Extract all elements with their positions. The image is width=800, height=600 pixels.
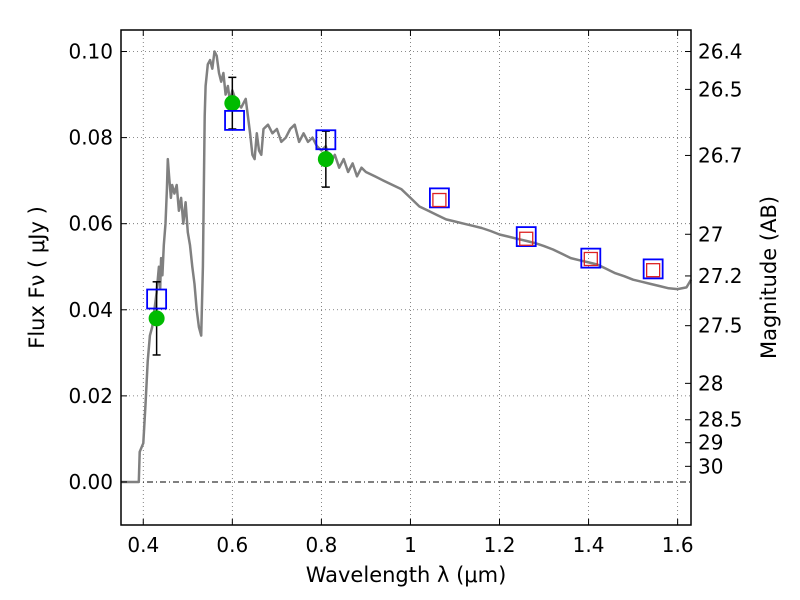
y-tick-label: 0.04 [68,298,113,322]
x-axis-ticks: 0.4 0.6 0.8 1 1.2 1.4 1.6 [127,30,694,557]
magnitude-tick-label: 26.4 [698,40,743,64]
y-axis-title: Flux Fν ( μJy ) [25,206,49,349]
x-axis-title: Wavelength λ (μm) [306,563,507,587]
synthetic-flux-square [645,263,661,278]
magnitude-tick-label: 26.5 [698,77,743,101]
x-tick-label: 1.4 [573,533,605,557]
model-flux-square [224,109,245,131]
x-tick-label: 0.6 [216,533,248,557]
y-tick-label: 0.08 [68,126,113,150]
x-tick-label: 1.2 [484,533,516,557]
model-flux-square [642,258,664,280]
magnitude-tick-label: 27 [698,222,723,246]
x-tick-label: 0.4 [127,533,159,557]
model-flux-square [515,226,537,248]
magnitude-tick-label: 27.5 [698,314,743,338]
grid [121,30,691,525]
magnitude-tick-label: 29 [698,431,723,455]
photometry-point [317,151,334,168]
model-flux-square [315,129,337,151]
magnitude-tick-label: 27.2 [698,264,743,288]
data-series [121,50,693,484]
model-spectrum-line [121,50,693,484]
y-tick-label: 0.00 [68,470,113,494]
magnitude-tick-label: 26.7 [698,143,743,167]
magnitude-axis-title: Magnitude (AB) [757,196,781,359]
model-flux-square [146,288,168,310]
synthetic-flux-square [432,192,447,208]
model-flux-square [580,247,602,269]
y-axis-ticks: 0.00 0.02 0.04 0.06 0.08 0.10 [68,40,127,494]
magnitude-tick-label: 30 [698,454,723,478]
y-tick-label: 0.02 [68,384,113,408]
x-tick-label: 1.6 [662,533,694,557]
y-tick-label: 0.10 [68,40,113,64]
plot-frame [120,29,692,526]
y-tick-label: 0.06 [68,212,113,236]
magnitude-tick-label: 28.5 [698,408,743,432]
photometry-point [224,95,241,112]
x-tick-label: 1 [404,533,417,557]
synthetic-flux-square [519,231,534,246]
synthetic-flux-square [583,251,598,267]
x-tick-label: 0.8 [305,533,337,557]
magnitude-tick-label: 28 [698,371,723,395]
photometry-point [148,310,165,327]
model-flux-square [428,187,450,209]
